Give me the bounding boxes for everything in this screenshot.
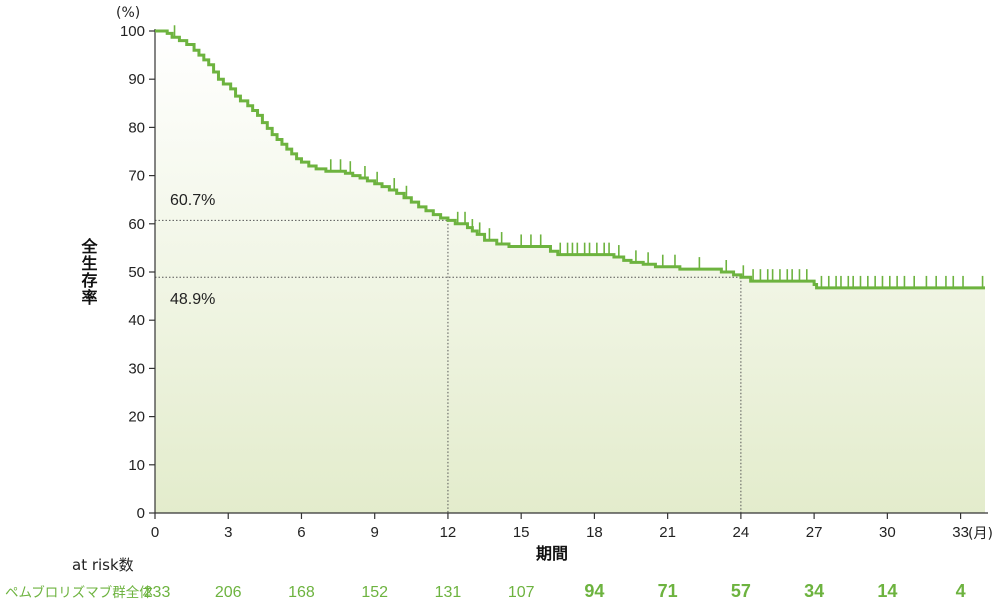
censor-mark-group: [173, 25, 984, 288]
survival-area-fill: [155, 31, 985, 513]
x-axis-label: 期間: [536, 544, 568, 563]
at-risk-count: 206: [215, 584, 242, 601]
x-tick-label: 24: [733, 524, 750, 541]
x-tick-label: 3: [224, 524, 232, 541]
y-tick-label: 70: [128, 168, 145, 185]
at-risk-count: 57: [731, 581, 751, 601]
x-tick-label: 9: [371, 524, 379, 541]
x-tick-label: 0: [151, 524, 159, 541]
x-tick-label: 33: [952, 524, 969, 541]
at-risk-count: 233: [144, 584, 171, 601]
at-risk-count: 152: [361, 584, 388, 601]
x-tick-label: 12: [440, 524, 457, 541]
y-axis-label: 全生存率: [79, 237, 99, 306]
at-risk-count: 34: [804, 581, 824, 601]
y-tick-label: 20: [128, 409, 145, 426]
x-unit-label: (月): [968, 526, 993, 542]
at-risk-count: 71: [658, 581, 678, 601]
at-risk-count: 168: [288, 584, 315, 601]
x-tick-group: 0 3 6 9 12 15 18 21 24 27 30 33: [151, 513, 969, 541]
y-tick-label: 60: [128, 216, 145, 233]
at-risk-group-label: ペムブロリズマブ群全体: [5, 584, 153, 601]
at-risk-title: at risk数: [72, 556, 134, 574]
series-line: [155, 29, 985, 290]
at-risk-count: 94: [584, 581, 604, 601]
y-unit-label: (%): [116, 5, 140, 21]
at-risk-count: 4: [956, 581, 966, 601]
y-tick-label: 0: [137, 505, 145, 522]
y-tick-label: 90: [128, 71, 145, 88]
y-tick-label: 30: [128, 360, 145, 377]
x-tick-label: 18: [586, 524, 603, 541]
at-risk-counts: 233 206 168 152 131 107 94 71 57 34 14 4: [144, 581, 966, 601]
at-risk-count: 131: [435, 584, 462, 601]
y-tick-label: 50: [128, 264, 145, 281]
reference-lines: [155, 219, 742, 513]
y-tick-group: 0 10 20 30 40 50 60 70 80 90 100: [120, 23, 155, 522]
y-tick-label: 100: [120, 23, 145, 40]
x-tick-label: 27: [806, 524, 823, 541]
y-tick-label: 10: [128, 457, 145, 474]
x-tick-label: 21: [659, 524, 676, 541]
annotation-12-month: 60.7%: [170, 192, 215, 209]
annotation-24-month: 48.9%: [170, 291, 215, 308]
x-tick-label: 30: [879, 524, 896, 541]
y-tick-label: 80: [128, 119, 145, 136]
y-tick-label: 40: [128, 312, 145, 329]
at-risk-count: 14: [877, 581, 897, 601]
at-risk-count: 107: [508, 584, 535, 601]
x-tick-label: 6: [297, 524, 305, 541]
x-tick-label: 15: [513, 524, 530, 541]
